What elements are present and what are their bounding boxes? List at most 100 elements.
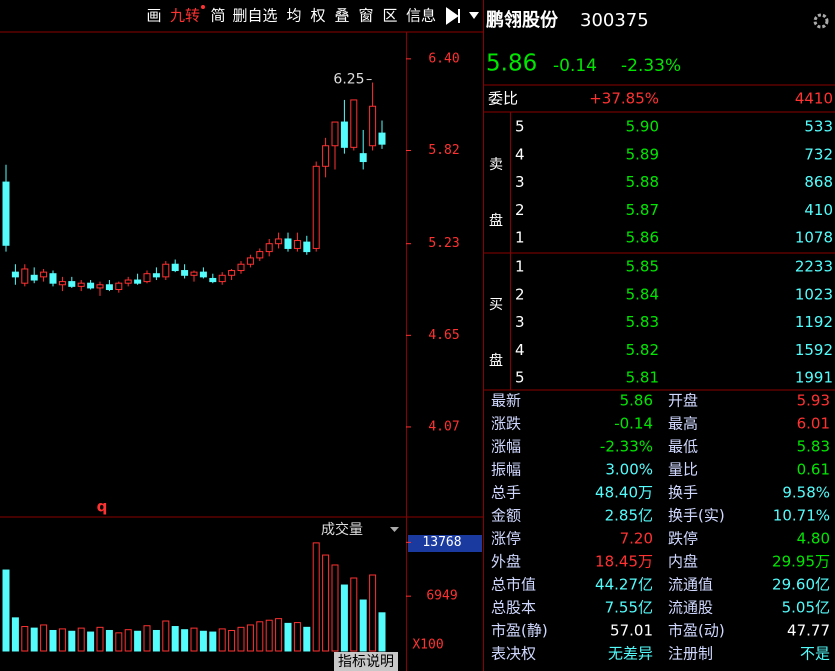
side-label: 盘: [489, 352, 503, 369]
book-price: 5.88: [626, 173, 659, 191]
stat-value: 44.27亿: [595, 576, 653, 594]
stat-label: 总股本: [491, 599, 536, 617]
toolbar-item[interactable]: 均: [286, 7, 301, 25]
play-icon[interactable]: [446, 7, 460, 25]
volume-bar: [322, 554, 330, 652]
volume-bar: [124, 629, 132, 652]
candle-body: [228, 270, 236, 276]
stat-label: 换手: [668, 484, 698, 502]
stat-label: 流通值: [668, 576, 713, 594]
stat-label: 涨停: [491, 530, 521, 548]
volume-bar: [275, 618, 283, 652]
book-volume: 410: [804, 201, 833, 219]
stat-label: 开盘: [668, 392, 698, 410]
volume-bar: [115, 632, 123, 652]
book-volume: 868: [804, 173, 833, 191]
level: 3: [515, 313, 525, 331]
volume-bar: [181, 629, 189, 652]
toolbar-item[interactable]: 窗: [358, 7, 373, 25]
stat-label: 振幅: [491, 461, 521, 479]
stat-value: -0.14: [614, 415, 653, 433]
y-tick-label: 4.07: [428, 419, 459, 434]
dropdown-icon[interactable]: [469, 12, 479, 19]
candle-body: [331, 121, 339, 147]
volume-bar: [49, 629, 57, 652]
level: 4: [515, 145, 525, 163]
stat-value: -2.33%: [600, 438, 653, 456]
y-tick-label: 5.23: [428, 236, 459, 251]
v-tick-label: 6949: [426, 589, 457, 604]
toolbar-item[interactable]: 画: [146, 7, 161, 25]
stat-value: 10.71%: [773, 507, 830, 525]
change-pct: -2.33%: [621, 56, 681, 76]
stat-label: 金额: [491, 507, 521, 525]
volume-bar: [378, 612, 386, 652]
price: 5.86: [486, 51, 537, 77]
toolbar-item[interactable]: 区: [382, 7, 397, 25]
v-tick-label: 13768: [422, 535, 461, 550]
volume-bar: [331, 564, 339, 652]
candle-body: [190, 271, 198, 276]
toolbar-item[interactable]: 简: [210, 7, 225, 25]
settings-icon[interactable]: [813, 13, 829, 29]
volume-bar: [228, 629, 236, 652]
change: -0.14: [553, 56, 597, 76]
stat-value: 9.58%: [782, 484, 830, 502]
volume-bar: [246, 624, 254, 652]
volume-bar: [256, 621, 264, 652]
dropdown-icon[interactable]: [390, 527, 399, 532]
stat-label: 最低: [668, 438, 698, 456]
volume-bar: [237, 626, 245, 652]
volume-bar: [2, 569, 10, 652]
stat-value: 57.01: [610, 622, 653, 640]
volume-label[interactable]: 成交量: [321, 521, 363, 538]
book-price: 5.82: [626, 341, 659, 359]
stat-label: 量比: [668, 461, 698, 479]
volume-bar: [209, 631, 217, 652]
book-volume: 1991: [795, 369, 833, 387]
stat-label: 注册制: [668, 645, 713, 663]
volume-unit: X100: [412, 638, 443, 653]
volume-bar: [199, 630, 207, 652]
candle-body: [11, 271, 19, 278]
level: 5: [515, 118, 525, 136]
book-price: 5.81: [626, 369, 659, 387]
candle-body: [322, 145, 330, 167]
stat-value: 29.60亿: [772, 576, 830, 594]
stat-label: 涨幅: [491, 438, 521, 456]
level: 4: [515, 341, 525, 359]
stat-value: 6.01: [797, 415, 830, 433]
candle-body: [30, 274, 38, 281]
volume-bar: [162, 620, 170, 652]
button[interactable]: 指标说明: [338, 654, 394, 670]
candle-body: [143, 273, 151, 283]
book-price: 5.89: [626, 145, 659, 163]
volume-bar: [77, 627, 85, 652]
candle-body: [115, 282, 123, 291]
stat-label: 总手: [491, 484, 521, 502]
stat-label: 最高: [668, 415, 698, 433]
book-volume: 1078: [795, 229, 833, 247]
weibi-label: 委比: [488, 90, 518, 108]
level: 3: [515, 173, 525, 191]
stat-label: 换手(实): [668, 507, 725, 525]
candle-body: [359, 153, 367, 163]
candle-body: [303, 241, 311, 253]
candle-body: [265, 243, 273, 253]
candle-body: [96, 284, 104, 289]
stat-value: 48.40万: [595, 484, 653, 502]
stat-value: 7.55亿: [605, 599, 653, 617]
volume-bar: [293, 622, 301, 652]
stat-label: 市盈(静): [491, 622, 548, 640]
stat-value: 5.93: [797, 392, 830, 410]
toolbar-item[interactable]: 九转: [170, 7, 200, 25]
book-volume: 533: [804, 118, 833, 136]
button-bg[interactable]: [334, 652, 398, 671]
level: 2: [515, 285, 525, 303]
toolbar-item[interactable]: 权: [310, 7, 325, 25]
toolbar-item[interactable]: 信息: [406, 7, 436, 25]
toolbar-item[interactable]: 删自选: [232, 7, 277, 25]
toolbar-item[interactable]: 叠: [334, 7, 349, 25]
candle-body: [105, 284, 113, 291]
candle-body: [218, 274, 226, 283]
